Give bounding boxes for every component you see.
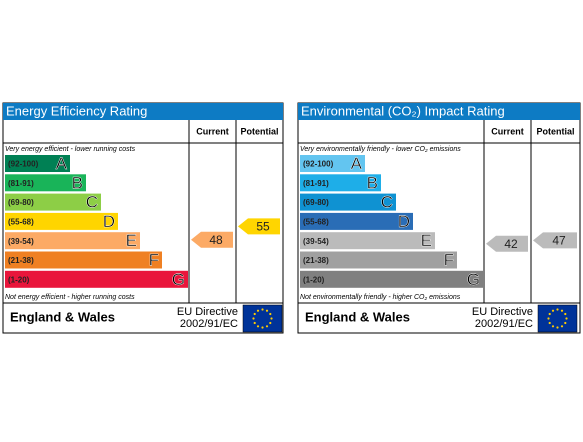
rating-band bbox=[300, 193, 396, 211]
flag-star bbox=[551, 325, 555, 328]
flag-star bbox=[253, 321, 256, 325]
rating-band bbox=[5, 155, 70, 172]
potential-header: Potential bbox=[240, 126, 278, 136]
rating-band bbox=[300, 212, 413, 230]
flag-star bbox=[261, 326, 264, 329]
flag-star bbox=[556, 308, 559, 311]
current-arrow bbox=[486, 235, 528, 252]
panel-title: Environmental (CO₂) Impact Rating bbox=[301, 103, 505, 118]
band-range: (39-54) bbox=[303, 237, 329, 246]
flag-star bbox=[564, 312, 567, 316]
band-range: (81-91) bbox=[8, 179, 34, 188]
flag-star bbox=[256, 325, 260, 328]
band-range: (39-54) bbox=[8, 237, 34, 246]
band-range: (55-68) bbox=[303, 218, 329, 227]
band-letter: C bbox=[86, 193, 98, 212]
rating-band bbox=[5, 212, 118, 230]
current-arrow bbox=[191, 231, 233, 248]
band-letter: A bbox=[351, 154, 363, 173]
flag-star bbox=[564, 321, 567, 325]
flag-star bbox=[269, 321, 272, 325]
band-range: (21-38) bbox=[8, 256, 34, 265]
rating-band bbox=[5, 270, 188, 288]
flag-star bbox=[565, 317, 568, 320]
band-letter: A bbox=[56, 154, 68, 173]
rating-band bbox=[5, 174, 86, 192]
bottom-note: Not environmentally friendly - higher CO… bbox=[300, 294, 461, 301]
band-range: (1-20) bbox=[8, 275, 30, 284]
directive: 2002/91/EC bbox=[180, 318, 238, 330]
flag-star bbox=[265, 325, 269, 328]
band-range: (69-80) bbox=[303, 198, 329, 207]
rating-band bbox=[300, 155, 365, 172]
band-range: (92-100) bbox=[303, 160, 334, 169]
rating-band bbox=[5, 193, 101, 211]
rating-band bbox=[300, 174, 381, 192]
panel-title: Energy Efficiency Rating bbox=[6, 103, 147, 118]
band-letter: D bbox=[103, 212, 115, 231]
potential-arrow bbox=[238, 218, 280, 235]
band-letter: D bbox=[398, 212, 410, 231]
band-letter: G bbox=[467, 270, 480, 289]
band-letter: B bbox=[367, 173, 378, 192]
flag-star bbox=[560, 325, 564, 328]
directive: 2002/91/EC bbox=[475, 318, 533, 330]
flag-star bbox=[548, 312, 551, 316]
top-note: Very energy efficient - lower running co… bbox=[5, 146, 136, 153]
country: England & Wales bbox=[10, 309, 115, 324]
flag-star bbox=[551, 309, 555, 312]
band-letter: C bbox=[381, 193, 393, 212]
potential-value: 55 bbox=[256, 220, 270, 234]
top-note: Very environmentally friendly - lower CO… bbox=[300, 146, 461, 153]
potential-value: 47 bbox=[552, 234, 566, 248]
flag-star bbox=[261, 308, 264, 311]
rating-band bbox=[300, 251, 457, 269]
potential-header: Potential bbox=[536, 126, 574, 136]
flag-star bbox=[548, 321, 551, 325]
flag-star bbox=[252, 317, 255, 320]
flag-star bbox=[270, 317, 273, 320]
rating-band bbox=[300, 232, 435, 250]
current-value: 42 bbox=[504, 237, 518, 251]
band-range: (92-100) bbox=[8, 160, 39, 169]
current-value: 48 bbox=[209, 233, 223, 247]
flag-star bbox=[556, 326, 559, 329]
current-header: Current bbox=[196, 126, 229, 136]
band-range: (1-20) bbox=[303, 275, 325, 284]
potential-arrow bbox=[533, 232, 577, 249]
rating-band bbox=[5, 232, 140, 250]
band-letter: B bbox=[72, 173, 83, 192]
band-letter: E bbox=[126, 231, 137, 250]
title-bar bbox=[3, 103, 283, 120]
band-letter: E bbox=[421, 231, 432, 250]
flag-star bbox=[265, 309, 269, 312]
band-range: (21-38) bbox=[303, 256, 329, 265]
band-range: (81-91) bbox=[303, 179, 329, 188]
current-header: Current bbox=[491, 126, 524, 136]
band-letter: F bbox=[149, 250, 159, 269]
rating-band bbox=[300, 270, 483, 288]
band-range: (69-80) bbox=[8, 198, 34, 207]
band-letter: G bbox=[172, 270, 185, 289]
directive: EU Directive bbox=[177, 306, 238, 318]
flag-star bbox=[256, 309, 260, 312]
band-range: (55-68) bbox=[8, 218, 34, 227]
bottom-note: Not energy efficient - higher running co… bbox=[5, 294, 135, 301]
country: England & Wales bbox=[305, 309, 410, 324]
band-letter: F bbox=[444, 250, 454, 269]
flag-star bbox=[269, 312, 272, 316]
flag-star bbox=[547, 317, 550, 320]
title-bar bbox=[298, 103, 580, 120]
flag-star bbox=[560, 309, 564, 312]
flag-star bbox=[253, 312, 256, 316]
rating-band bbox=[5, 251, 162, 269]
directive: EU Directive bbox=[472, 306, 533, 318]
